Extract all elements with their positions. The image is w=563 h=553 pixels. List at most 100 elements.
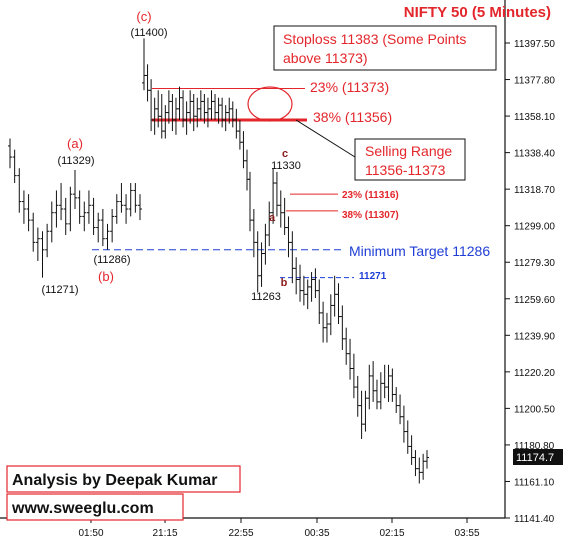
ohlc-bar — [394, 387, 399, 414]
ohlc-bar — [17, 168, 22, 213]
website-box — [6, 493, 184, 521]
ohlc-bar — [128, 183, 133, 217]
ohlc-bar — [351, 353, 356, 399]
y-axis: 11397.50 11377.80 11358.10 11338.40 11318.70… — [505, 39, 555, 525]
ohlc-bar — [378, 372, 383, 410]
wave-a-value: (11329) — [57, 155, 94, 167]
ohlc-bar — [73, 170, 77, 209]
ohlc-bar — [317, 279, 322, 324]
ohlc-bar — [271, 168, 276, 224]
ohlc-bar — [274, 171, 279, 217]
ohlc-bar — [59, 183, 64, 221]
sub-wave-b-value: 11263 — [251, 291, 281, 303]
y-tick-label: 11161.10 — [514, 477, 555, 488]
ohlc-bar — [96, 212, 101, 243]
ohlc-bar — [401, 405, 406, 443]
ohlc-bar — [267, 201, 272, 247]
last-price-value: 11174.7 — [516, 452, 554, 464]
selling-range-line1: Selling Range — [365, 143, 452, 159]
y-tick-label: 11239.90 — [514, 331, 555, 342]
ohlc-bar — [294, 257, 299, 295]
ohlc-bar — [332, 275, 337, 317]
level-38-top-label: 38% (11356) — [313, 109, 392, 125]
ohlc-bar — [12, 149, 17, 184]
ohlc-bar — [313, 268, 318, 299]
y-tick-label: 11377.80 — [514, 76, 555, 87]
minimum-target-label: Minimum Target 11286 — [349, 243, 490, 259]
sub-wave-b-label: b — [281, 277, 288, 289]
ohlc-bar — [68, 186, 73, 232]
ohlc-bar — [54, 190, 59, 228]
ohlc-bar — [105, 223, 110, 250]
ohlc-bar — [138, 194, 142, 221]
ohlc-bar — [124, 194, 129, 224]
ohlc-bar — [386, 364, 391, 402]
x-tick-label: 02:15 — [379, 528, 404, 539]
ohlc-bar — [251, 208, 256, 258]
ohlc-bar — [301, 275, 306, 306]
ohlc-bar — [45, 223, 50, 258]
ohlc-bar — [344, 327, 349, 365]
ohlc-bar — [305, 279, 310, 310]
ohlc-bar — [63, 197, 68, 235]
y-tick-label: 11180.80 — [514, 441, 555, 452]
wave-a-label: (a) — [67, 136, 83, 151]
y-tick-label: 11200.50 — [514, 404, 555, 415]
ohlc-bar — [309, 272, 314, 302]
y-tick-label: 11299.00 — [514, 222, 555, 233]
ohlc-bar — [409, 435, 414, 465]
ohlc-bars — [8, 38, 429, 484]
level-38-small-label: 38% (11307) — [342, 210, 399, 221]
ohlc-bar — [425, 450, 429, 469]
chart-title: NIFTY 50 (5 Minutes) — [404, 4, 551, 21]
ohlc-bar — [40, 231, 45, 278]
ohlc-bar — [91, 197, 96, 235]
ohlc-bar — [133, 183, 138, 213]
ohlc-bar — [119, 183, 124, 213]
ohlc-bar — [321, 301, 326, 343]
y-tick-label: 11318.70 — [514, 185, 555, 196]
wave-c-value: (11400) — [130, 27, 167, 39]
ohlc-bar — [100, 208, 105, 247]
ohlc-bar — [21, 190, 26, 224]
ohlc-bar — [110, 208, 115, 243]
ohlc-bar — [35, 227, 40, 261]
ohlc-bar — [324, 312, 329, 343]
analysis-by-text: Analysis by Deepak Kumar — [12, 472, 217, 489]
ohlc-bar — [405, 420, 410, 454]
ohlc-bar — [278, 190, 283, 228]
x-tick-label: 01:50 — [78, 528, 103, 539]
x-tick-label: 21:15 — [152, 528, 177, 539]
y-tick-label: 11259.60 — [514, 295, 555, 306]
ohlc-bar — [8, 138, 12, 169]
wave-b-label: (b) — [98, 269, 114, 284]
level-23-top-label: 23% (11373) — [310, 79, 389, 95]
selling-range-circle — [247, 86, 293, 122]
low-value: (11271) — [41, 284, 78, 296]
website-text: www.sweeglu.com — [11, 500, 154, 517]
ohlc-bar — [371, 361, 376, 402]
ohlc-bar — [355, 375, 360, 417]
ohlc-bar — [248, 171, 252, 232]
ohlc-bar — [421, 453, 426, 480]
ohlc-bar — [255, 231, 260, 293]
level-23-small-label: 23% (11316) — [342, 190, 399, 201]
y-tick-label: 11220.20 — [514, 368, 555, 379]
sub-wave-c-label: c — [282, 148, 288, 160]
last-price-tag — [513, 449, 563, 465]
sub-wave-c-value: 11330 — [271, 160, 301, 172]
ohlc-bar — [367, 364, 372, 410]
ohlc-bar — [86, 190, 91, 224]
analysis-box — [6, 465, 241, 493]
ohlc-bar — [359, 390, 364, 439]
ohlc-bar — [31, 212, 36, 252]
x-tick-label: 00:35 — [304, 528, 329, 539]
ohlc-bar — [374, 379, 379, 410]
ohlc-bar — [328, 294, 333, 336]
sub-wave-a-label: a — [269, 212, 276, 224]
ohlc-bar — [49, 201, 54, 243]
ohlc-bar — [417, 457, 422, 484]
